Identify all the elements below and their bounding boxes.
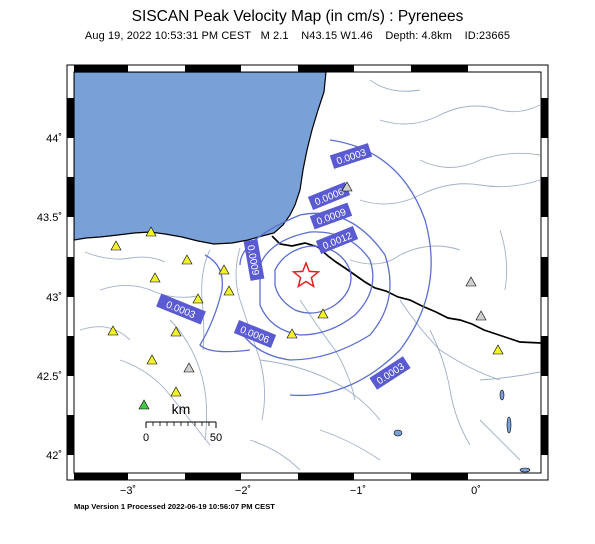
triangle-icon (492, 344, 504, 355)
scale-unit: km (172, 401, 191, 417)
triangle-icon (475, 310, 487, 321)
map-subtitle: Aug 19, 2022 10:53:31 PM CEST M 2.1 N43.… (0, 30, 595, 42)
y-tick-label: 42.5˚ (37, 371, 62, 383)
map-title: SISCAN Peak Velocity Map (in cm/s) : Pyr… (131, 8, 464, 25)
y-axis-labels: 44˚ 43.5˚ 43˚ 42.5˚ 42˚ (37, 133, 62, 462)
sea-area (74, 72, 327, 245)
x-tick-label: −1˚ (350, 485, 366, 497)
triangle-icon (465, 276, 477, 287)
scale-bar: km 0 50 (143, 401, 222, 444)
triangle-icon (181, 254, 193, 265)
x-tick-label: −2˚ (235, 485, 251, 497)
triangle-icon (223, 285, 235, 296)
triangle-icon (110, 240, 122, 251)
triangle-icon (138, 399, 150, 410)
scale-label-start: 0 (143, 432, 149, 444)
triangle-icon (146, 354, 158, 365)
triangle-icon (107, 325, 119, 336)
x-tick-label: −3˚ (120, 485, 136, 497)
event-id: ID:23665 (464, 30, 511, 42)
x-axis-labels: −3˚ −2˚ −1˚ 0˚ (120, 485, 481, 497)
lakes (393, 389, 531, 473)
triangle-icon (183, 362, 195, 373)
y-tick-label: 42˚ (46, 450, 62, 462)
triangle-icon (170, 386, 182, 397)
triangle-icon (145, 226, 157, 237)
stations (107, 181, 504, 410)
x-tick-label: 0˚ (471, 485, 481, 497)
event-depth: Depth: 4.8km (385, 30, 452, 42)
contour-label: 0.0009 (244, 244, 260, 276)
triangle-icon (192, 293, 204, 304)
triangle-icon (149, 272, 161, 283)
triangle-icon (170, 326, 182, 337)
triangle-icon (341, 181, 353, 192)
triangle-icon (218, 264, 230, 275)
event-datetime: Aug 19, 2022 10:53:31 PM CEST (84, 30, 252, 42)
scale-label-end: 50 (210, 432, 222, 444)
y-tick-label: 43.5˚ (37, 212, 62, 224)
event-magnitude: M 2.1 (260, 30, 289, 42)
triangle-icon (286, 328, 298, 339)
map-frame (66, 64, 549, 481)
map-footer: Map Version 1 Processed 2022-06-19 10:56… (74, 502, 275, 511)
event-location: N43.15 W1.46 (301, 30, 373, 42)
star-icon (291, 260, 321, 289)
y-tick-label: 44˚ (46, 133, 62, 145)
triangle-icon (317, 308, 329, 319)
y-tick-label: 43˚ (46, 292, 62, 304)
